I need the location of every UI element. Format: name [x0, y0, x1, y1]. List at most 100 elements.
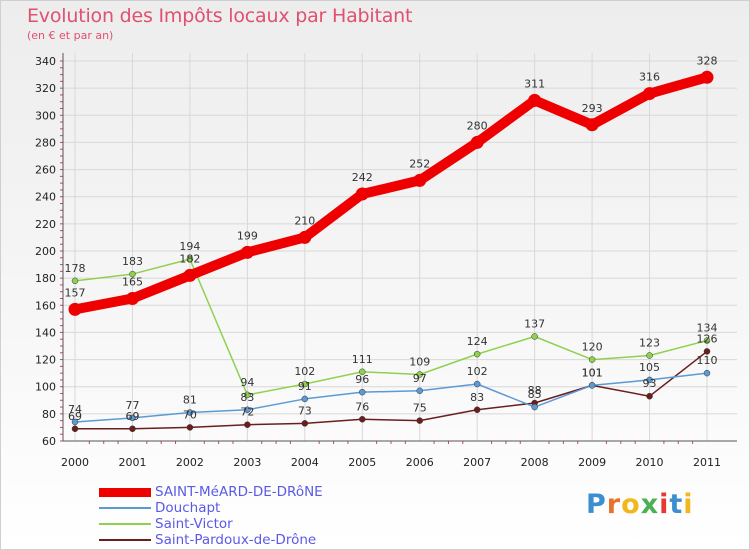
y-tick-label: 220	[35, 218, 56, 231]
data-label: 91	[298, 380, 312, 393]
data-label: 70	[183, 408, 197, 421]
data-label: 102	[294, 365, 315, 378]
logo-letter: x	[640, 489, 660, 520]
data-label: 111	[352, 353, 373, 366]
data-point	[71, 277, 79, 285]
data-point	[473, 380, 481, 388]
legend-label: Douchapt	[155, 500, 221, 516]
y-tick-label: 300	[35, 109, 56, 122]
data-point	[588, 382, 596, 389]
data-label: 94	[240, 376, 254, 389]
data-point	[470, 135, 484, 149]
data-point	[71, 425, 79, 433]
data-point	[646, 392, 653, 400]
data-point	[129, 425, 136, 433]
legend-item: SAINT-MéARD-DE-DRôNE	[99, 484, 323, 500]
data-label: 137	[524, 318, 545, 331]
data-label: 280	[467, 119, 488, 132]
data-label: 75	[413, 402, 427, 415]
x-tick-label: 2011	[693, 456, 721, 469]
x-tick-label: 2007	[463, 456, 491, 469]
y-tick-label: 180	[35, 272, 56, 285]
data-label: 210	[294, 214, 315, 227]
data-label: 110	[697, 354, 718, 367]
data-label: 182	[179, 252, 200, 265]
data-label: 293	[582, 102, 603, 115]
data-label: 88	[528, 384, 542, 397]
series-line	[74, 350, 708, 430]
x-tick-label: 2002	[176, 456, 204, 469]
data-label: 316	[639, 71, 660, 84]
legend-item: Saint-Victor	[99, 516, 323, 532]
x-tick-label: 2009	[578, 456, 606, 469]
legend-swatch	[99, 507, 151, 509]
data-point	[244, 421, 251, 428]
data-point	[703, 369, 711, 377]
data-point	[700, 70, 714, 84]
legend-swatch	[99, 523, 151, 525]
x-tick-label: 2004	[291, 456, 319, 469]
legend-item: Saint-Pardoux-de-Drône	[99, 532, 323, 548]
data-point	[588, 356, 596, 363]
data-point	[416, 387, 423, 395]
data-point	[129, 414, 136, 422]
data-label: 81	[183, 394, 197, 407]
data-point	[703, 337, 711, 344]
logo-letter: P	[586, 489, 607, 520]
legend-swatch	[99, 539, 151, 541]
data-label: 157	[65, 286, 86, 299]
data-point	[186, 409, 194, 416]
data-point	[301, 420, 309, 427]
legend-label: Saint-Pardoux-de-Drône	[155, 532, 317, 548]
x-tick-label: 2005	[348, 456, 376, 469]
data-point	[359, 388, 366, 396]
data-label: 96	[355, 373, 369, 386]
y-tick-label: 260	[35, 164, 56, 177]
data-label: 85	[528, 388, 542, 401]
data-label: 83	[240, 391, 254, 404]
y-tick-label: 200	[35, 245, 56, 258]
data-point	[355, 187, 369, 201]
logo-letter: i	[659, 489, 670, 520]
data-point	[473, 406, 481, 414]
data-label: 83	[470, 391, 484, 404]
data-point	[473, 350, 481, 358]
data-label: 69	[125, 410, 139, 423]
proxiti-logo: Proxiti	[586, 489, 694, 520]
chart-legend: SAINT-MéARD-DE-DRôNE Douchapt Saint-Victor…	[99, 484, 323, 548]
data-label: 134	[697, 322, 718, 335]
legend-label: SAINT-MéARD-DE-DRôNE	[155, 484, 323, 500]
data-point	[186, 255, 194, 263]
data-point	[416, 417, 423, 424]
data-label: 69	[68, 410, 82, 423]
data-point	[244, 391, 251, 399]
legend-label: Saint-Victor	[155, 516, 233, 532]
data-point	[240, 245, 254, 259]
x-tick-label: 2001	[118, 456, 146, 469]
chart-title: Evolution des Impôts locaux par Habitant	[27, 5, 413, 27]
data-point	[703, 348, 711, 355]
data-point	[528, 93, 542, 107]
data-point	[416, 371, 423, 378]
data-point	[298, 230, 312, 244]
data-label: 242	[352, 171, 373, 184]
data-label: 101	[582, 366, 603, 379]
data-point	[646, 352, 653, 359]
data-label: 120	[582, 341, 603, 354]
series-line	[70, 72, 712, 315]
y-tick-label: 320	[35, 82, 56, 95]
legend-swatch	[99, 487, 151, 497]
data-label: 93	[643, 377, 657, 390]
data-label: 311	[524, 77, 545, 90]
data-point	[531, 403, 538, 411]
x-tick-label: 2008	[521, 456, 549, 469]
data-label: 178	[65, 262, 86, 275]
data-point	[359, 416, 366, 423]
data-point	[646, 376, 653, 384]
data-label: 252	[409, 157, 430, 170]
data-label: 194	[179, 240, 200, 253]
data-label: 105	[639, 361, 660, 374]
logo-letter: o	[621, 489, 641, 520]
data-point	[301, 380, 309, 388]
data-label: 77	[125, 399, 139, 412]
